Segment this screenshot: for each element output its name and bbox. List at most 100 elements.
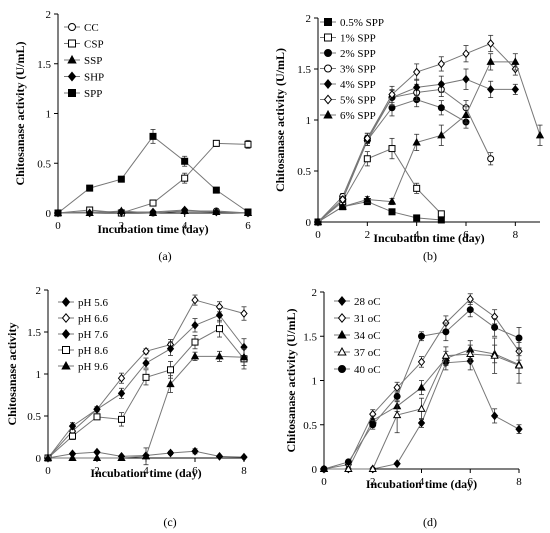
legend-label: 3% SPP	[340, 64, 376, 76]
data-point	[181, 205, 189, 215]
data-point	[388, 145, 396, 153]
x-axis-label: Incubation time (day)	[97, 222, 208, 236]
series-2	[44, 308, 248, 463]
data-point	[68, 421, 77, 431]
x-tick-label: 0	[55, 220, 61, 232]
legend-marker	[324, 18, 332, 26]
y-tick-label: 1.5	[297, 64, 311, 76]
data-point	[166, 344, 175, 354]
legend-marker	[67, 54, 77, 64]
data-point	[191, 295, 199, 305]
data-point	[166, 448, 175, 458]
data-point	[181, 157, 189, 165]
data-point	[514, 360, 524, 369]
y-tick-label: 1.5	[303, 331, 317, 343]
legend-label: 31 oC	[354, 313, 381, 325]
y-axis-label: Chitosanase activity (U/mL)	[273, 48, 287, 192]
legend-marker	[61, 313, 71, 323]
y-tick-label: 0	[312, 464, 318, 476]
x-tick-label: 0	[321, 476, 327, 488]
legend-label: pH 9.6	[78, 361, 108, 373]
data-point	[535, 130, 545, 139]
y-tick-label: 0	[46, 208, 52, 220]
data-point	[149, 207, 157, 217]
chart-panel-b: (b) 0 0.5 1 1.5 2 0 2 4 6 8 Incubation time (day) C…	[273, 13, 545, 263]
legend-label: 37 oC	[354, 347, 381, 359]
series-1	[54, 139, 252, 217]
data-point	[412, 137, 421, 146]
x-tick-label: 6	[245, 220, 251, 232]
data-point	[313, 217, 323, 226]
data-point	[166, 379, 175, 388]
data-point	[486, 57, 495, 65]
data-point	[142, 373, 150, 381]
y-tick-label: 2	[306, 13, 312, 25]
legend-marker	[337, 329, 347, 339]
data-point	[216, 325, 223, 333]
x-axis-label: Incubation time (day)	[90, 466, 201, 480]
data-point	[43, 453, 53, 462]
legend-label: SPP	[84, 88, 102, 100]
data-point	[491, 323, 499, 331]
data-point	[191, 320, 199, 330]
legend-label: 2% SPP	[340, 48, 376, 60]
y-tick-label: 0	[306, 217, 312, 229]
x-tick-label: 0	[45, 465, 51, 477]
legend-label: pH 5.6	[78, 297, 108, 309]
y-tick-label: 0	[36, 453, 42, 465]
data-point	[461, 110, 471, 118]
data-point	[117, 388, 126, 398]
data-point	[244, 140, 252, 148]
y-axis-label: Chitosanase activity (U/mL)	[13, 42, 27, 186]
legend-marker	[68, 89, 76, 97]
x-tick-label: 6	[192, 465, 198, 477]
legend-marker	[337, 296, 347, 306]
x-tick-label: 8	[516, 476, 522, 488]
y-tick-label: 2	[36, 285, 42, 297]
x-tick-label: 4	[182, 220, 188, 232]
legend-label: 28 oC	[354, 296, 381, 308]
series-line	[317, 147, 442, 223]
legend-marker	[68, 39, 76, 48]
data-point	[363, 155, 371, 163]
legend-marker	[323, 79, 333, 89]
data-point	[191, 446, 199, 456]
x-tick-label: 2	[370, 476, 376, 488]
data-point	[466, 306, 474, 314]
y-tick-label: 1	[36, 369, 42, 381]
legend-label: 5% SPP	[340, 95, 376, 107]
data-point	[437, 79, 445, 89]
legend-label: SHP	[84, 72, 104, 84]
series-line	[317, 61, 541, 223]
series-4	[320, 302, 523, 473]
data-point	[511, 85, 519, 94]
x-tick-label: 6	[468, 476, 474, 488]
legend-marker	[338, 365, 346, 373]
series-6	[313, 53, 545, 226]
data-point	[141, 451, 151, 460]
legend-marker	[324, 49, 332, 57]
legend-marker	[323, 109, 333, 119]
series-4	[54, 129, 252, 217]
legend: CC CSP SSP SHP SPP	[64, 22, 104, 100]
data-point	[69, 432, 76, 440]
x-tick-label: 2	[119, 220, 125, 232]
data-point	[515, 334, 523, 342]
data-point	[212, 139, 220, 147]
data-point	[369, 421, 377, 429]
data-point	[417, 357, 426, 367]
data-point	[117, 207, 125, 217]
data-point	[393, 459, 401, 469]
y-tick-label: 1	[312, 376, 318, 388]
y-tick-label: 0.5	[27, 411, 41, 423]
data-point	[413, 184, 421, 192]
data-point	[462, 74, 470, 84]
data-point	[92, 453, 102, 462]
data-point	[142, 358, 150, 368]
legend-label: pH 7.6	[78, 329, 108, 341]
series-line	[317, 88, 492, 223]
data-point	[320, 465, 328, 473]
y-tick-label: 1	[46, 109, 52, 121]
data-point	[240, 452, 248, 462]
